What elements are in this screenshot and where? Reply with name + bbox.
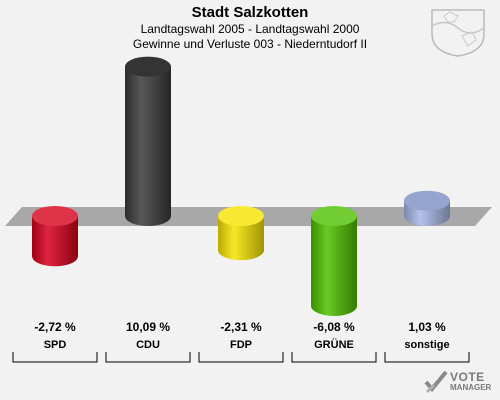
checkmark-icon bbox=[424, 370, 448, 394]
bar-cdu bbox=[125, 56, 171, 226]
watermark-text-manager: MANAGER bbox=[450, 383, 492, 392]
category-bracket bbox=[291, 352, 377, 363]
chart-subtitle-district: Gewinne und Verluste 003 - Niederntudorf… bbox=[132, 37, 368, 51]
bar-top-cap bbox=[311, 206, 357, 226]
bar-top-cap bbox=[32, 206, 78, 226]
vote-manager-logo: VOTE MANAGER bbox=[424, 368, 494, 396]
bar-grüne bbox=[311, 206, 357, 316]
bar-body bbox=[32, 216, 78, 267]
bar-body bbox=[311, 216, 357, 316]
chart-subtitle-elections: Landtagswahl 2005 - Landtagswahl 2000 bbox=[140, 22, 360, 36]
bar-top-cap bbox=[125, 56, 171, 77]
value-label: 10,09 % bbox=[125, 320, 171, 334]
category-bracket bbox=[12, 352, 98, 363]
chart-title: Stadt Salzkotten bbox=[191, 4, 309, 21]
watermark-text-vote: VOTE bbox=[450, 370, 485, 384]
coat-of-arms-icon bbox=[431, 9, 485, 57]
bar-spd bbox=[32, 206, 78, 267]
category-label: GRÜNE bbox=[314, 339, 354, 351]
value-label: -2,31 % bbox=[220, 320, 262, 334]
category-label: SPD bbox=[43, 339, 67, 351]
category-label: FDP bbox=[230, 339, 252, 351]
bar-body bbox=[218, 216, 264, 261]
bar-body bbox=[125, 66, 171, 226]
value-label: -2,72 % bbox=[34, 320, 76, 334]
value-label: 1,03 % bbox=[408, 320, 446, 334]
category-label: CDU bbox=[136, 339, 160, 351]
category-bracket bbox=[384, 352, 470, 363]
category-label: sonstige bbox=[404, 339, 450, 351]
category-bracket bbox=[198, 352, 284, 363]
bar-sonstige bbox=[404, 190, 450, 226]
category-bracket bbox=[105, 352, 191, 363]
bar-fdp bbox=[218, 206, 264, 261]
bar-top-cap bbox=[218, 206, 264, 226]
value-label: -6,08 % bbox=[313, 320, 355, 334]
bar-top-cap bbox=[404, 190, 450, 211]
